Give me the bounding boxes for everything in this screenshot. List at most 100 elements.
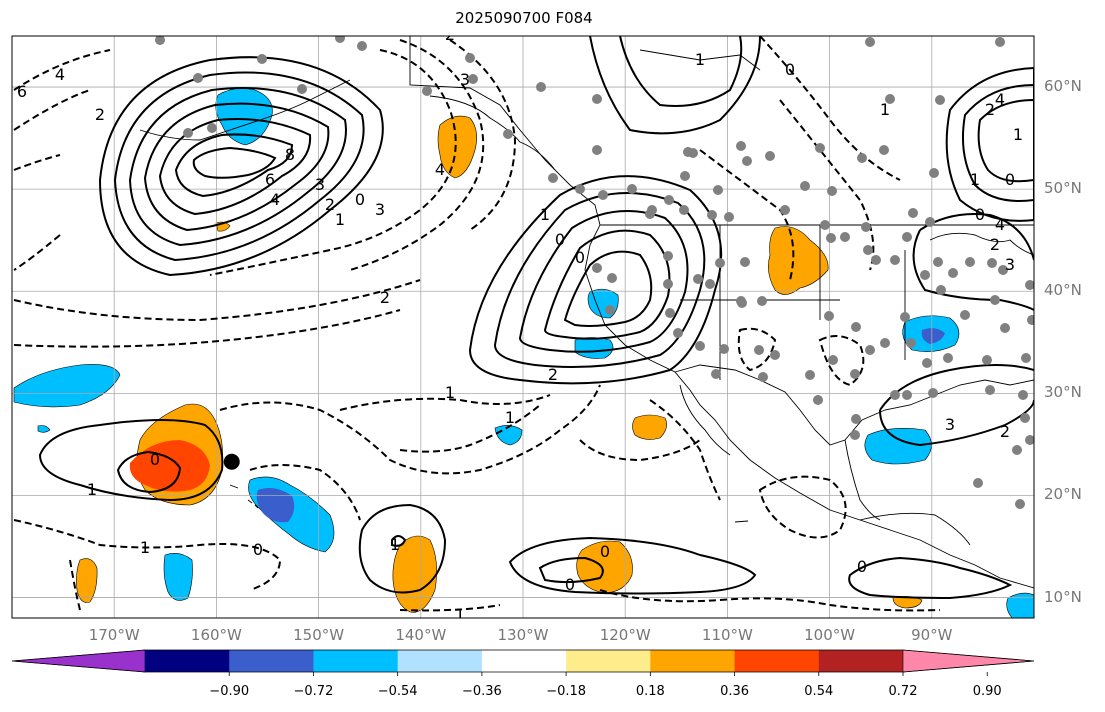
contour-label: 1 (390, 535, 400, 554)
station-dot (840, 232, 850, 242)
negative-contour-line (699, 149, 795, 281)
station-dot (885, 94, 895, 104)
station-dot (827, 186, 837, 196)
geopotential-contours (13, 36, 1034, 612)
colorbar-outline (11, 649, 1035, 673)
station-dot (297, 84, 307, 94)
station-dot (1025, 435, 1034, 445)
station-dot (1012, 445, 1022, 455)
positive-anomaly-region (437, 115, 477, 179)
contour-label: 0 (565, 575, 575, 594)
map-title: 2025090700 F084 (455, 9, 593, 27)
station-dot (536, 82, 546, 92)
station-dot (758, 372, 768, 382)
latitude-label: 10°N (1044, 587, 1082, 606)
station-dot (998, 265, 1008, 275)
station-dot (985, 385, 995, 395)
station-dot (933, 257, 943, 267)
station-dot (902, 232, 912, 242)
station-dot (922, 358, 932, 368)
colorbar-swatch (397, 650, 483, 672)
colorbar-tick-label: −0.18 (546, 684, 587, 699)
longitude-label: 120°W (599, 626, 651, 644)
negative-contour-line (399, 604, 501, 612)
station-dot (707, 210, 717, 220)
station-dot (973, 478, 983, 488)
station-dot (982, 355, 992, 365)
colorbar-swatch (650, 650, 736, 672)
station-dot (765, 151, 775, 161)
negative-contour-line (759, 36, 901, 181)
station-dot (879, 145, 889, 155)
station-dot (865, 345, 875, 355)
station-dot (929, 168, 939, 178)
contour-label: 1 (970, 170, 980, 189)
contour-label: 0 (355, 190, 365, 209)
contour-label: 4 (270, 190, 280, 209)
contour-label: 1 (335, 210, 345, 229)
station-dot (813, 395, 823, 405)
station-dot (592, 263, 602, 273)
colorbar-extension-low (11, 649, 146, 673)
positive-contour-line (143, 102, 330, 232)
contour-label: 0 (975, 205, 985, 224)
contour-label: 1 (540, 205, 550, 224)
station-dot (598, 190, 608, 200)
contour-label: 1 (880, 100, 890, 119)
station-dot (824, 311, 834, 321)
contour-label: 0 (785, 60, 795, 79)
station-dot (920, 270, 930, 280)
colorbar-extension-high (902, 649, 1035, 673)
negative-contour-line (209, 49, 457, 276)
colorbar (11, 649, 1035, 676)
station-dot (943, 353, 953, 363)
station-dot (754, 345, 764, 355)
station-dot (861, 222, 871, 232)
station-dot (548, 173, 558, 183)
station-dot (780, 205, 790, 215)
station-dot (906, 338, 916, 348)
station-dot (987, 258, 997, 268)
station-dot (693, 274, 703, 284)
contour-label: 1 (87, 480, 97, 499)
longitude-label: 130°W (497, 626, 549, 644)
positive-contour-line (174, 133, 294, 198)
colorbar-tick-label: −0.36 (461, 684, 502, 699)
contour-label: 3 (1005, 255, 1015, 274)
station-dot (679, 205, 689, 215)
station-dot (742, 156, 752, 166)
negative-anomaly-region (163, 553, 193, 601)
colorbar-swatch (566, 650, 651, 672)
station-dot (711, 369, 721, 379)
station-dot (663, 251, 673, 261)
contour-label: 6 (17, 82, 27, 101)
station-dot (757, 296, 767, 306)
positive-contour-line (358, 503, 447, 594)
negative-contour-line (13, 49, 111, 171)
positive-anomaly-region (768, 226, 829, 295)
contour-label: 0 (575, 248, 585, 267)
negative-anomaly-region (494, 425, 523, 446)
station-dot (935, 95, 945, 105)
contour-label: 0 (857, 557, 867, 576)
contour-label: 4 (995, 215, 1005, 234)
negative-anomaly-region (37, 425, 51, 433)
longitude-label: 90°W (911, 626, 953, 644)
positive-contour-line (563, 250, 653, 327)
station-dot (1021, 353, 1031, 363)
contour-label: 0 (1005, 170, 1015, 189)
colorbar-tick-label: −0.54 (377, 684, 418, 699)
colorbar-tick-label: 0.36 (720, 684, 750, 699)
station-dot (1018, 390, 1028, 400)
station-dot (335, 36, 345, 43)
negative-contour-line (69, 559, 81, 611)
negative-anomaly-region (864, 428, 932, 465)
station-dot (1020, 413, 1030, 423)
contour-label: 1 (455, 605, 465, 624)
positive-contour-line (912, 213, 1034, 311)
contour-label: 0 (600, 542, 610, 561)
station-dot (828, 355, 838, 365)
colorbar-tick-label: −0.90 (209, 684, 250, 699)
positive-contour-line (128, 87, 347, 247)
station-markers (155, 36, 1034, 509)
